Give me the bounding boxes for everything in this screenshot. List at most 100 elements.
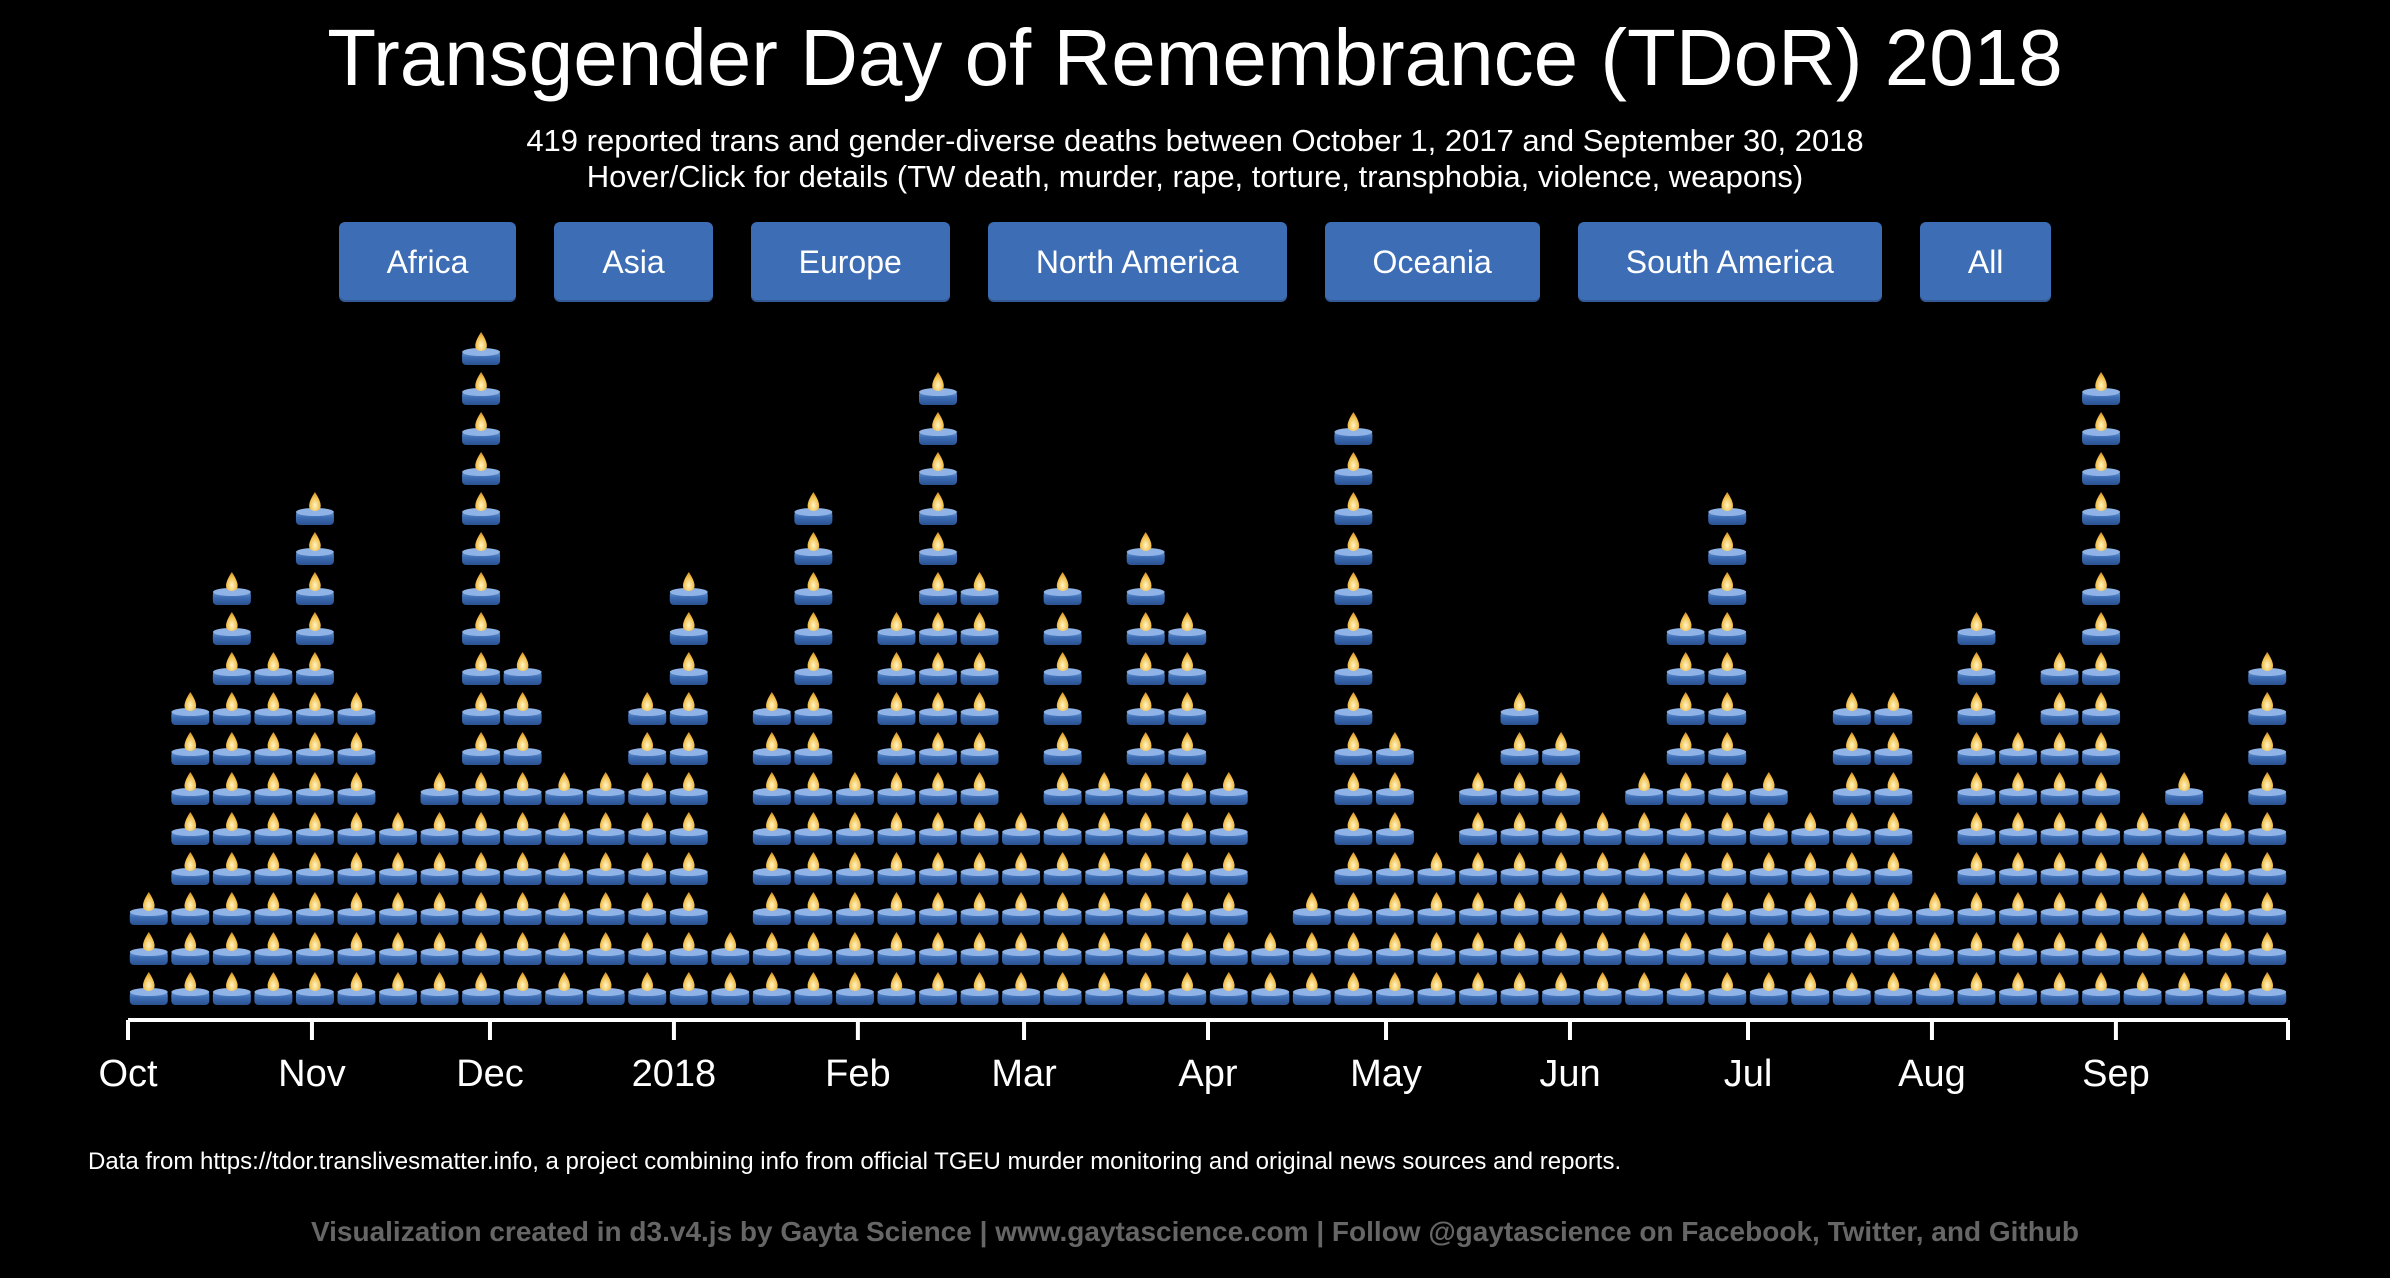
candle-mark[interactable] bbox=[1168, 652, 1207, 685]
candle-mark[interactable] bbox=[1043, 772, 1082, 805]
candle-mark[interactable] bbox=[877, 892, 916, 925]
candle-mark[interactable] bbox=[794, 572, 833, 605]
candle-mark[interactable] bbox=[295, 972, 334, 1005]
candle-mark[interactable] bbox=[1832, 932, 1871, 965]
candle-mark[interactable] bbox=[960, 972, 999, 1005]
candle-mark[interactable] bbox=[212, 812, 251, 845]
candle-mark[interactable] bbox=[1334, 932, 1373, 965]
candle-mark[interactable] bbox=[669, 852, 708, 885]
candle-mark[interactable] bbox=[2123, 932, 2162, 965]
candle-mark[interactable] bbox=[835, 812, 874, 845]
candle-mark[interactable] bbox=[1209, 892, 1248, 925]
candle-mark[interactable] bbox=[212, 852, 251, 885]
candle-mark[interactable] bbox=[835, 972, 874, 1005]
candle-mark[interactable] bbox=[1334, 412, 1373, 445]
candle-mark[interactable] bbox=[462, 412, 501, 445]
candle-mark[interactable] bbox=[960, 852, 999, 885]
candle-mark[interactable] bbox=[1791, 852, 1830, 885]
candle-mark[interactable] bbox=[669, 572, 708, 605]
candle-mark[interactable] bbox=[1209, 972, 1248, 1005]
candle-mark[interactable] bbox=[462, 772, 501, 805]
candle-mark[interactable] bbox=[669, 772, 708, 805]
candle-mark[interactable] bbox=[1625, 772, 1664, 805]
candle-mark[interactable] bbox=[1874, 732, 1913, 765]
candle-mark[interactable] bbox=[835, 892, 874, 925]
candle-mark[interactable] bbox=[1251, 972, 1290, 1005]
candle-mark[interactable] bbox=[129, 932, 168, 965]
candle-mark[interactable] bbox=[1708, 732, 1747, 765]
candle-mark[interactable] bbox=[752, 972, 791, 1005]
candle-mark[interactable] bbox=[1292, 892, 1331, 925]
candle-mark[interactable] bbox=[669, 892, 708, 925]
candle-mark[interactable] bbox=[1500, 772, 1539, 805]
candle-mark[interactable] bbox=[212, 732, 251, 765]
candle-mark[interactable] bbox=[669, 652, 708, 685]
candle-mark[interactable] bbox=[1126, 932, 1165, 965]
candle-mark[interactable] bbox=[2040, 692, 2079, 725]
candle-mark[interactable] bbox=[1749, 852, 1788, 885]
candle-mark[interactable] bbox=[1874, 852, 1913, 885]
candle-mark[interactable] bbox=[1749, 972, 1788, 1005]
candle-mark[interactable] bbox=[1085, 852, 1124, 885]
candle-mark[interactable] bbox=[420, 852, 459, 885]
filter-all-button[interactable]: All bbox=[1919, 222, 2052, 302]
candle-mark[interactable] bbox=[2248, 852, 2287, 885]
candle-mark[interactable] bbox=[1708, 532, 1747, 565]
candle-mark[interactable] bbox=[1708, 492, 1747, 525]
candle-mark[interactable] bbox=[960, 732, 999, 765]
candle-mark[interactable] bbox=[1002, 812, 1041, 845]
candle-mark[interactable] bbox=[254, 692, 293, 725]
candle-mark[interactable] bbox=[586, 852, 625, 885]
candle-mark[interactable] bbox=[2206, 972, 2245, 1005]
candle-mark[interactable] bbox=[794, 812, 833, 845]
candle-mark[interactable] bbox=[462, 852, 501, 885]
candle-mark[interactable] bbox=[171, 692, 210, 725]
candle-mark[interactable] bbox=[1043, 932, 1082, 965]
candle-mark[interactable] bbox=[503, 972, 542, 1005]
candle-mark[interactable] bbox=[877, 732, 916, 765]
candle-mark[interactable] bbox=[1666, 972, 1705, 1005]
candle-mark[interactable] bbox=[545, 972, 584, 1005]
candle-mark[interactable] bbox=[379, 932, 417, 965]
candle-mark[interactable] bbox=[1957, 932, 1996, 965]
candle-mark[interactable] bbox=[2165, 852, 2204, 885]
candle-mark[interactable] bbox=[337, 892, 376, 925]
candle-mark[interactable] bbox=[1085, 812, 1124, 845]
candle-mark[interactable] bbox=[1459, 892, 1497, 925]
candle-mark[interactable] bbox=[212, 692, 251, 725]
candle-mark[interactable] bbox=[1708, 572, 1747, 605]
candle-mark[interactable] bbox=[1666, 692, 1705, 725]
candle-mark[interactable] bbox=[1999, 932, 2037, 965]
candle-mark[interactable] bbox=[1625, 892, 1664, 925]
candle-mark[interactable] bbox=[669, 812, 708, 845]
candle-mark[interactable] bbox=[1043, 652, 1082, 685]
candle-mark[interactable] bbox=[1334, 972, 1373, 1005]
candle-mark[interactable] bbox=[1126, 772, 1165, 805]
filter-asia-button[interactable]: Asia bbox=[554, 222, 713, 302]
candle-mark[interactable] bbox=[2123, 852, 2162, 885]
candle-mark[interactable] bbox=[337, 932, 376, 965]
candle-mark[interactable] bbox=[2123, 972, 2162, 1005]
candle-mark[interactable] bbox=[2206, 852, 2245, 885]
candle-mark[interactable] bbox=[919, 812, 957, 845]
candle-mark[interactable] bbox=[919, 772, 957, 805]
candle-mark[interactable] bbox=[1334, 532, 1373, 565]
candle-mark[interactable] bbox=[337, 852, 376, 885]
candle-mark[interactable] bbox=[1708, 892, 1747, 925]
candle-mark[interactable] bbox=[1749, 892, 1788, 925]
candle-mark[interactable] bbox=[1334, 452, 1373, 485]
candle-mark[interactable] bbox=[1126, 852, 1165, 885]
candle-mark[interactable] bbox=[586, 972, 625, 1005]
candle-mark[interactable] bbox=[2123, 812, 2162, 845]
candle-mark[interactable] bbox=[1874, 972, 1913, 1005]
candle-mark[interactable] bbox=[835, 852, 874, 885]
candle-mark[interactable] bbox=[960, 692, 999, 725]
candle-mark[interactable] bbox=[1542, 812, 1581, 845]
candle-mark[interactable] bbox=[2165, 772, 2204, 805]
candle-mark[interactable] bbox=[1334, 892, 1373, 925]
candle-mark[interactable] bbox=[129, 892, 168, 925]
candle-mark[interactable] bbox=[462, 532, 501, 565]
candle-mark[interactable] bbox=[212, 972, 251, 1005]
candle-mark[interactable] bbox=[295, 772, 334, 805]
filter-north-america-button[interactable]: North America bbox=[987, 222, 1287, 302]
